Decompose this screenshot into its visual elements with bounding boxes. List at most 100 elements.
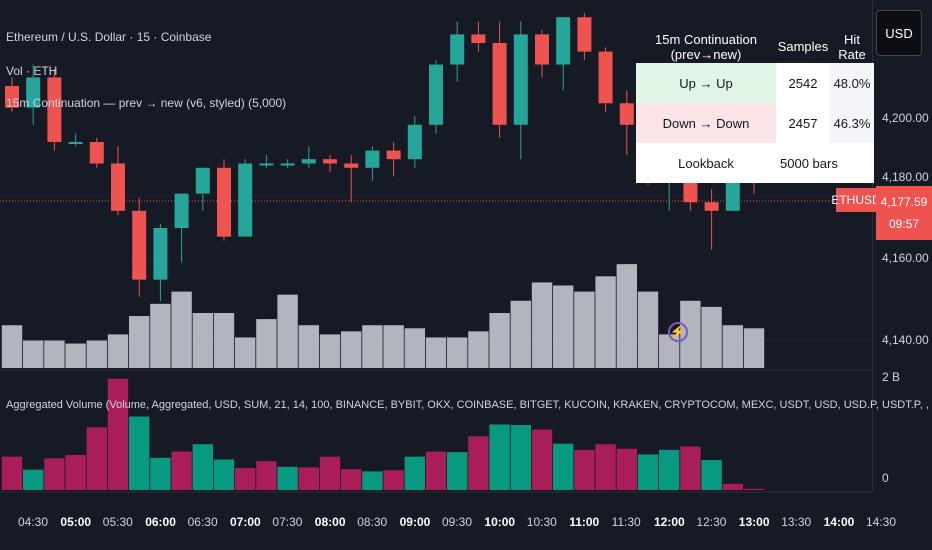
row-hit-rate: 46.3%: [830, 103, 874, 143]
candle-body: [132, 210, 147, 280]
volume-legend[interactable]: Vol · ETH: [6, 64, 58, 78]
agg-volume-bar: [531, 429, 553, 490]
candle-body: [619, 103, 634, 125]
agg-volume-bar: [680, 446, 701, 490]
table-header: Hit Rate: [838, 31, 866, 62]
volume-bar: [256, 319, 277, 368]
volume-bar: [659, 334, 680, 368]
time-tick: 11:30: [611, 515, 641, 529]
time-tick: 10:30: [526, 515, 557, 529]
time-tick: 09:00: [399, 515, 431, 529]
agg-volume-bar: [447, 452, 468, 490]
table-header: Samples: [777, 39, 829, 54]
volume-bar: [447, 337, 468, 368]
table-header: 15m Continuation (prev→new): [655, 31, 757, 62]
candle-body: [344, 163, 359, 168]
volume-bar: [722, 325, 743, 368]
row-label: Down → Down: [636, 103, 776, 143]
time-tick: 06:30: [187, 515, 218, 529]
volume-bar: [1, 325, 23, 368]
candle-body: [26, 77, 41, 108]
row-samples: 5000 bars: [776, 143, 874, 183]
agg-volume-bar: [235, 467, 256, 490]
volume-bar: [510, 300, 531, 368]
agg-volume-bar: [23, 469, 44, 490]
price-tick: 4,160.00: [882, 251, 929, 265]
price-tick: 4,200.00: [882, 111, 929, 125]
volume-bar: [362, 325, 383, 368]
agg-volume-bar: [129, 416, 150, 490]
current-price-tag: 4,177.59 09:57: [876, 186, 932, 240]
agg-volume-bar: [489, 424, 510, 490]
agg-volume-bar: [659, 449, 680, 490]
candle-body: [365, 150, 380, 168]
currency-button[interactable]: USD: [876, 10, 922, 56]
symbol-title[interactable]: Ethereum / U.S. Dollar · 15 · Coinbase: [6, 30, 212, 44]
candle-body: [386, 150, 401, 160]
candle-body: [492, 43, 507, 125]
aggregated-volume-legend[interactable]: Aggregated Volume (Volume, Aggregated, U…: [6, 399, 932, 411]
volume-bar: [341, 331, 362, 368]
agg-volume-bar: [553, 443, 574, 490]
agg-volume-bar: [468, 436, 489, 490]
agg-volume-bar: [362, 471, 383, 490]
agg-volume-bar: [298, 467, 319, 490]
agg-volume-bar: [319, 456, 341, 490]
agg-volume-bar: [404, 456, 425, 490]
time-tick: 10:00: [484, 515, 516, 529]
agg-volume-bar: [425, 451, 447, 490]
volume-bar: [531, 282, 553, 368]
candle-body: [5, 86, 19, 108]
candle-body: [513, 34, 528, 125]
candle-body: [577, 17, 592, 52]
volume-bar: [468, 331, 489, 368]
agg-volume-bar: [574, 449, 595, 490]
volume-bar: [574, 291, 595, 368]
indicator-legend[interactable]: 15m Continuation — prev → new (v6, style…: [6, 96, 287, 110]
candle-body: [323, 159, 337, 164]
agg-volume-bar: [743, 488, 765, 490]
time-tick: 11:00: [569, 515, 600, 529]
agg-volume-bar: [383, 470, 404, 490]
volume-bars: [1, 264, 765, 368]
volume-bar: [383, 325, 404, 368]
agg-volume-bar: [256, 461, 277, 490]
row-label: Up → Up: [636, 63, 776, 103]
candle-body: [301, 159, 316, 164]
candle-body: [68, 141, 83, 144]
volume-bar: [595, 276, 616, 368]
candle-body: [174, 193, 189, 229]
current-price: 4,177.59: [880, 195, 928, 209]
agg-volume-bar: [701, 460, 722, 490]
volume-bar: [277, 294, 298, 368]
agg-volume-bar: [192, 444, 213, 490]
volume-bar: [637, 291, 659, 368]
lightning-icon[interactable]: ⚡: [668, 322, 688, 342]
candle-body: [598, 51, 613, 104]
volume-bar: [743, 328, 765, 368]
volume-bar: [129, 316, 150, 368]
volume-bar: [150, 303, 171, 368]
price-tick: 4,140.00: [882, 333, 929, 347]
table-row: Lookback 5000 bars: [636, 143, 874, 183]
time-tick: 12:30: [696, 515, 727, 529]
time-tick: 04:30: [18, 515, 49, 529]
volume-bar: [86, 340, 107, 368]
volume-bar: [680, 300, 701, 368]
candle-body: [429, 64, 443, 125]
time-tick: 05:00: [60, 515, 92, 529]
candle-body: [535, 34, 549, 65]
candle-body: [407, 124, 422, 160]
volume-bar: [65, 343, 86, 368]
volume-bar: [404, 328, 425, 368]
volume-bar: [701, 306, 722, 368]
time-axis[interactable]: 04:30 05:00 05:30 06:00 06:30 07:00 07:30 08:00…: [0, 492, 932, 550]
agg-volume-bar: [510, 425, 531, 490]
candle-body: [89, 141, 104, 164]
price-axis[interactable]: [872, 0, 932, 492]
volume-bar: [192, 313, 213, 368]
volume-bar: [425, 337, 447, 368]
time-tick: 09:30: [442, 515, 473, 529]
volume-bar: [235, 337, 256, 368]
volume-tick: 2 B: [882, 370, 901, 384]
